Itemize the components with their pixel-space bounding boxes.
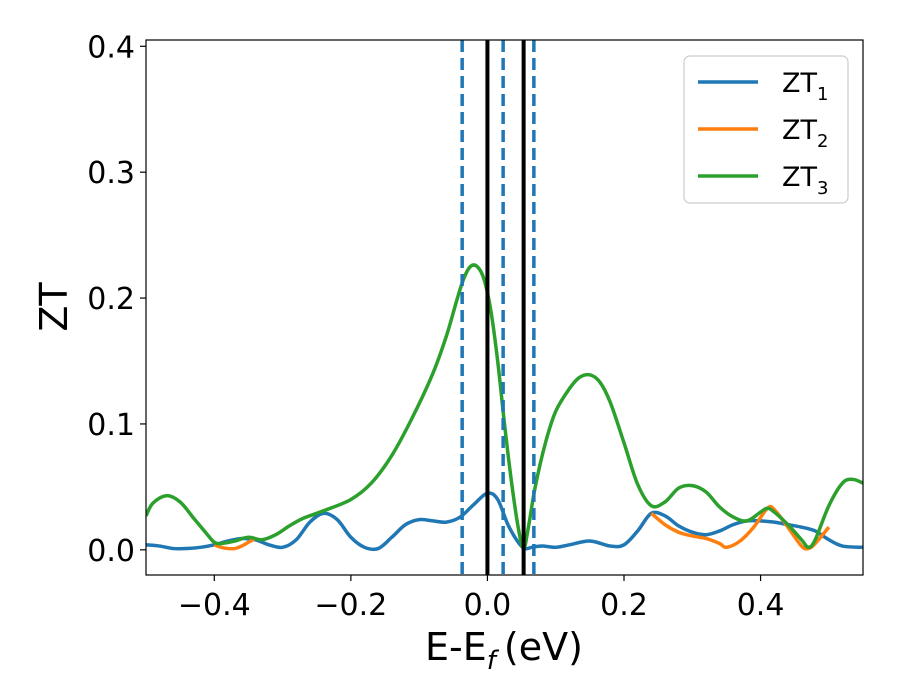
y-tick-label: 0.4 [87, 30, 135, 65]
series-line-zt2 [650, 504, 831, 551]
y-axis-label: ZT [32, 282, 76, 332]
y-tick-label: 0.1 [87, 408, 135, 443]
series-line-zt3 [146, 263, 863, 551]
x-tick-label: 0.2 [600, 588, 648, 623]
x-tick-label: 0.4 [737, 588, 785, 623]
series-line-zt2 [213, 536, 257, 551]
x-axis-ticks: −0.4 −0.2 0.0 0.2 0.4 [178, 575, 785, 623]
y-tick-label: 0.0 [87, 534, 135, 569]
x-tick-label: −0.4 [178, 588, 251, 623]
y-tick-label: 0.3 [87, 156, 135, 191]
x-tick-label: 0.0 [464, 588, 512, 623]
y-tick-label: 0.2 [87, 282, 135, 317]
y-axis-ticks: 0.0 0.1 0.2 0.3 0.4 [87, 30, 146, 569]
legend-label-zt3: ZT3 [782, 162, 828, 199]
reference-lines [460, 40, 536, 575]
legend-label-zt1: ZT1 [782, 68, 828, 105]
plot-frame [145, 39, 864, 576]
legend-frame [683, 55, 849, 204]
legend-label-zt2: ZT2 [782, 115, 828, 152]
x-tick-label: −0.2 [314, 588, 387, 623]
legend: ZT1 ZT2 ZT3 [683, 55, 849, 204]
x-axis-label-unit: (eV) [504, 625, 583, 669]
x-axis-label: E-Ef (eV) [425, 625, 583, 676]
